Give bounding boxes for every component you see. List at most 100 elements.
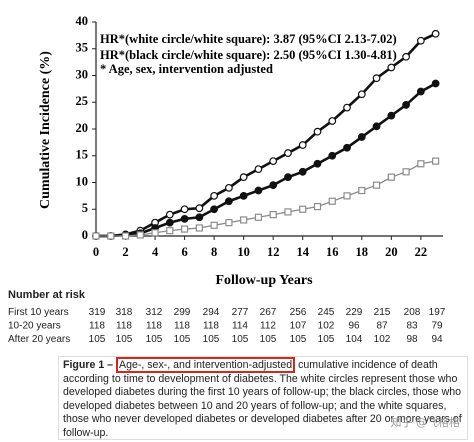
table-cell: 105 [146,334,163,345]
table-cell: 112 [260,321,276,332]
marker [269,157,278,166]
table-cell: 102 [318,321,335,332]
marker [165,210,174,219]
table-cell: 105 [89,334,106,345]
x-tick-label: 14 [296,245,309,259]
marker [284,208,292,216]
marker [254,186,263,195]
marker [225,219,233,227]
marker [416,87,425,96]
marker [284,149,292,157]
marker [240,216,248,224]
marker [136,231,144,239]
table-cell: 208 [404,307,421,318]
y-tick-label: 30 [76,67,89,81]
table-cell: 215 [374,307,391,318]
marker [298,167,307,176]
marker [328,117,337,125]
table-cell: 318 [116,307,133,318]
marker [358,186,366,195]
x-tick-label: 18 [356,245,369,259]
y-tick-label: 25 [76,94,89,108]
marker [121,232,130,240]
marker [239,173,248,182]
row-label: 10-20 years [8,321,61,332]
marker [313,127,322,136]
marker [210,221,218,229]
table-cell: 105 [260,334,277,345]
table-cell: 96 [348,321,360,332]
marker [387,63,396,72]
marker [254,165,263,174]
caption-text: cumulative incidence of death according … [63,359,462,439]
marker [165,218,174,227]
marker [298,141,307,149]
marker [402,52,410,61]
table-cell: 245 [318,307,335,318]
table-cell: 105 [203,334,220,345]
y-tick-label: 40 [76,14,89,28]
table-cell: 105 [116,334,133,345]
table-cell: 256 [290,307,307,318]
table-cell: 118 [89,321,105,332]
marker [343,143,351,152]
marker [416,36,425,45]
table-cell: 94 [431,334,443,345]
x-axis-label: Follow-up Years [215,273,313,288]
marker [328,197,336,205]
table-cell: 105 [318,334,335,345]
marker [372,74,381,83]
row-label: After 20 years [8,334,70,345]
x-tick-label: 16 [326,245,339,259]
y-tick-label: 35 [76,41,89,55]
table-cell: 197 [429,307,446,318]
table-cell: 118 [116,321,132,332]
table-cell: 277 [232,307,249,318]
annotation: * Age, sex, intervention adjusted [100,62,273,76]
y-tick-label: 0 [82,228,88,242]
marker [239,191,248,200]
table-cell: 299 [174,307,191,318]
marker [180,225,189,233]
x-tick-label: 4 [152,245,159,259]
x-tick-label: 2 [122,245,128,259]
marker [313,159,322,168]
marker [166,227,174,235]
table-cell: 267 [260,307,277,318]
table-cell: 83 [406,321,418,332]
table-cell: 79 [431,321,443,332]
marker [195,224,203,232]
x-tick-label: 12 [267,245,280,259]
table-cell: 319 [89,307,106,318]
table-cell: 118 [146,321,162,332]
x-tick-label: 8 [211,245,217,259]
table-cell: 105 [232,334,249,345]
table-cell: 107 [290,321,307,332]
table-cell: 312 [146,307,163,318]
table-cell: 118 [174,321,190,332]
y-tick-label: 20 [76,121,89,135]
table-cell: 294 [203,307,220,318]
row-label: First 10 years [8,307,69,318]
table-cell: 105 [290,334,307,345]
table-cell: 104 [346,334,363,345]
marker [328,151,337,160]
table-cell: 98 [406,334,418,345]
x-tick-label: 0 [93,245,99,259]
table-cell: 229 [346,307,363,318]
table-cell: 105 [174,334,191,345]
chart: HR*(white circle/white square): 3.87 (95… [8,14,446,345]
marker [180,205,189,214]
marker [299,205,307,213]
annotation: HR*(white circle/white square): 3.87 (95… [100,32,397,46]
marker [210,191,219,200]
marker [372,122,381,131]
marker [180,214,189,223]
marker [431,29,440,38]
marker [372,181,381,189]
table-cell: 102 [374,334,391,345]
x-tick-label: 10 [237,245,250,259]
marker [254,213,263,221]
marker [284,173,292,182]
